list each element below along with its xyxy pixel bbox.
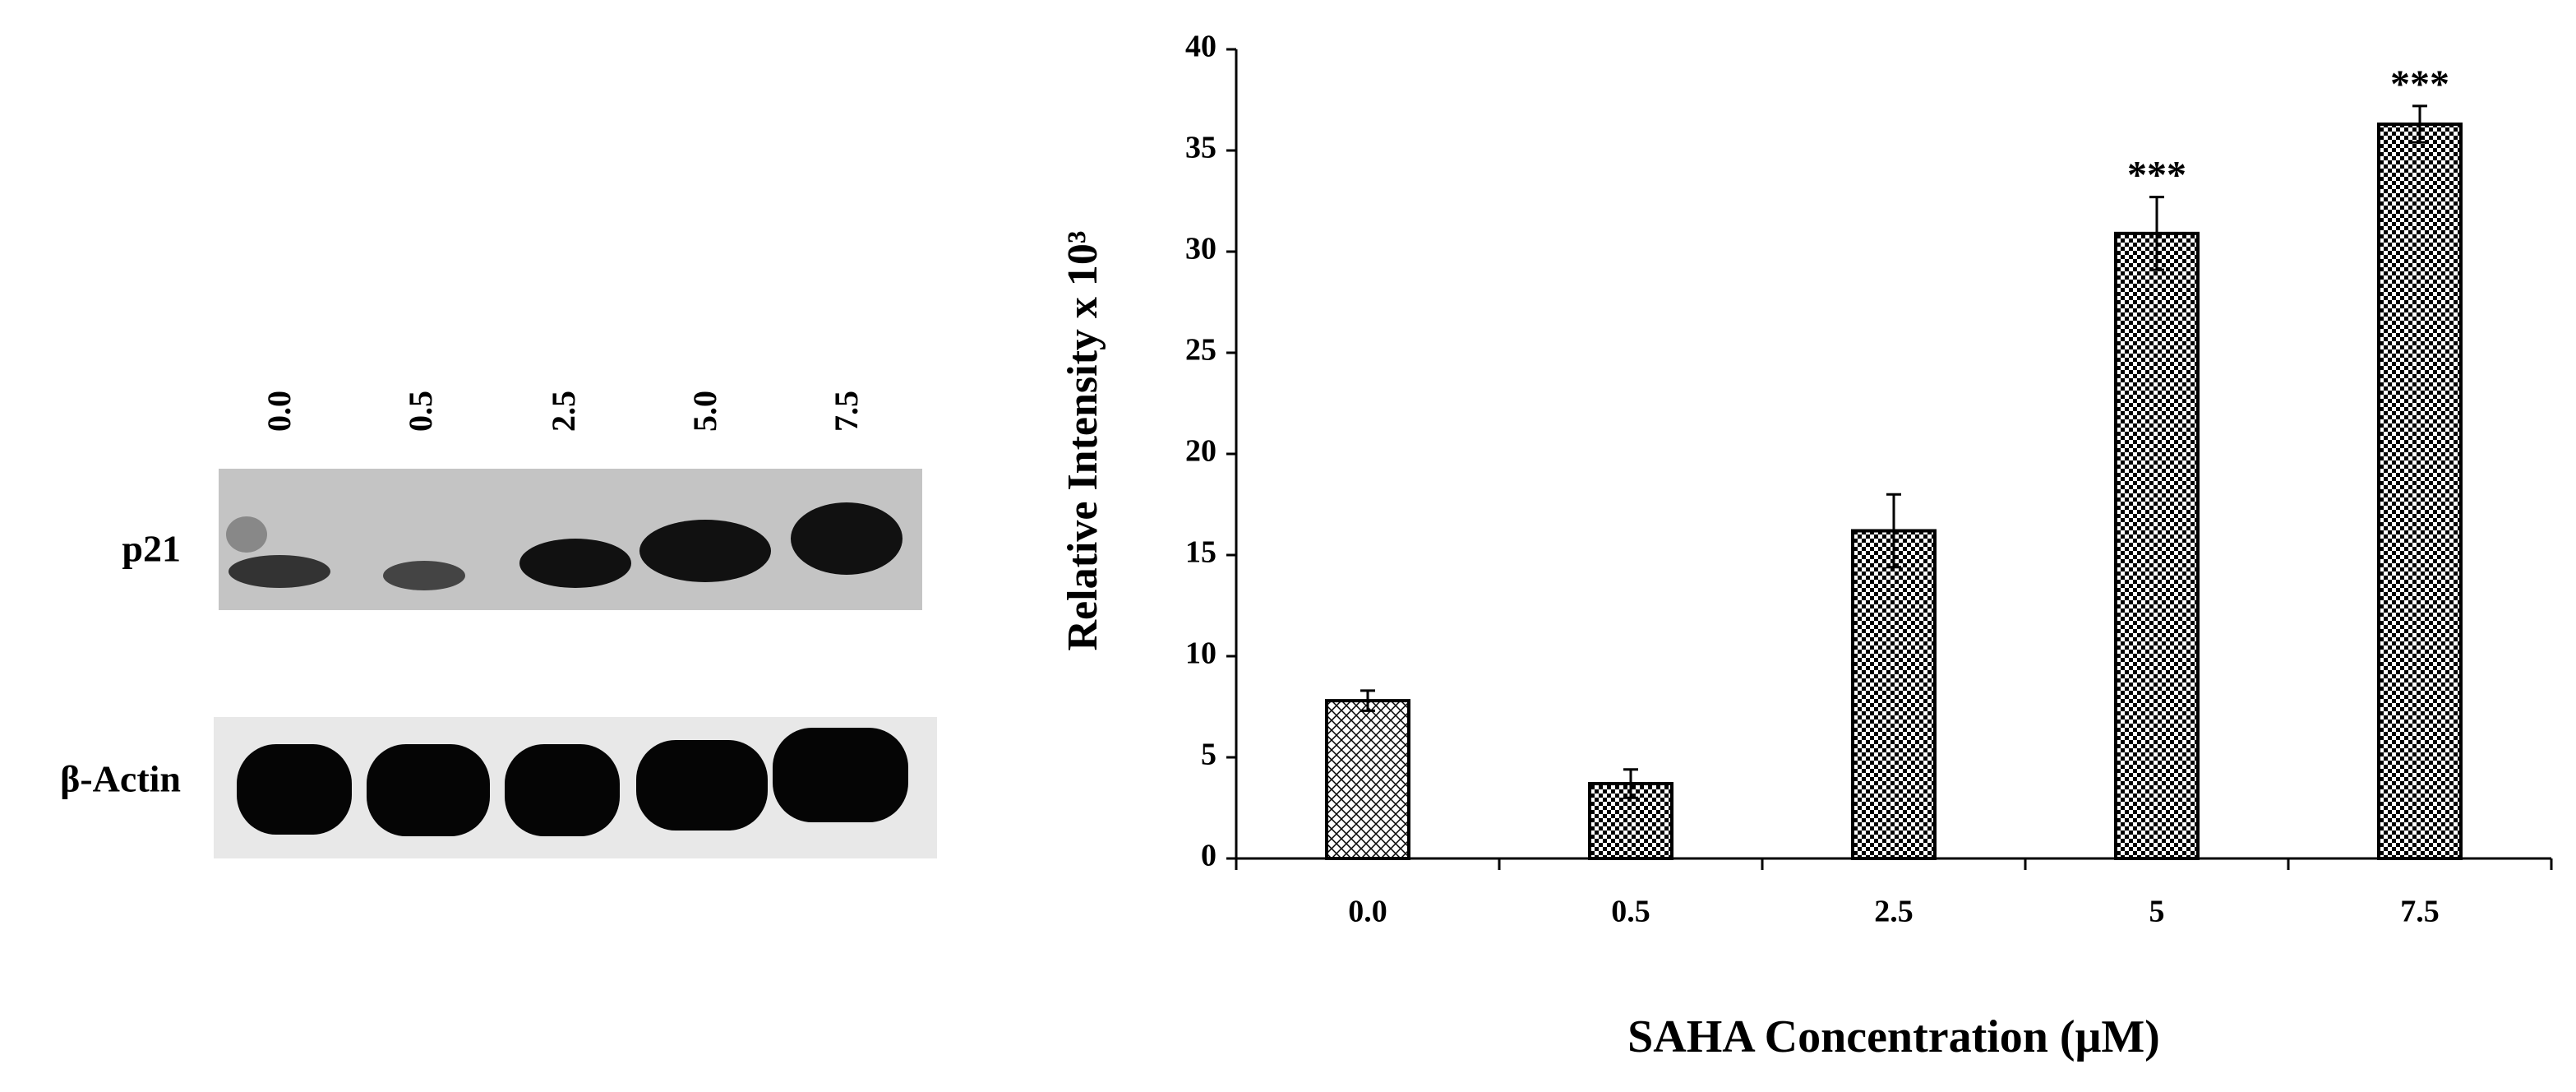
y-tick-label: 15	[1185, 535, 1216, 570]
bar	[1851, 529, 1937, 860]
y-tick-label: 30	[1185, 232, 1216, 266]
y-tick-label: 25	[1185, 333, 1216, 368]
lane-label: 5.0	[686, 391, 723, 432]
p21-bands	[226, 502, 903, 590]
lane-label: 0.0	[261, 391, 298, 432]
bar	[1325, 699, 1410, 860]
error-bar	[1886, 493, 1901, 569]
error-bar	[1360, 689, 1375, 712]
bar	[2114, 231, 2200, 860]
y-tick-label: 5	[1201, 738, 1216, 772]
bar	[2377, 123, 2463, 860]
y-tick-label: 0	[1201, 839, 1216, 873]
x-tick-label: 2.5	[1874, 895, 1914, 929]
row-label: β-Actin	[60, 758, 181, 800]
error-bar	[2149, 196, 2164, 271]
significance: ***	[2127, 154, 2186, 197]
lane-label: 2.5	[545, 391, 582, 432]
y-tick-label: 35	[1185, 131, 1216, 165]
y-tick-label: 10	[1185, 636, 1216, 671]
lane-label: 0.5	[402, 391, 439, 432]
error-bar	[2412, 104, 2427, 144]
y-axis-title: Relative Intensity x 10³	[1059, 231, 1106, 651]
y-tick-label: 40	[1185, 30, 1216, 64]
x-tick-label: 0.5	[1611, 895, 1650, 929]
x-tick-label: 5	[2149, 895, 2165, 929]
actin-bands	[237, 728, 908, 836]
x-tick-label: 0.0	[1348, 895, 1387, 929]
row-label: p21	[122, 528, 181, 570]
error-bar	[1623, 768, 1638, 799]
y-tick-label: 20	[1185, 434, 1216, 469]
lane-label: 7.5	[828, 391, 865, 432]
x-axis-title: SAHA Concentration (μM)	[1627, 1011, 2160, 1062]
x-tick-label: 7.5	[2400, 895, 2440, 929]
significance: ***	[2390, 62, 2449, 106]
